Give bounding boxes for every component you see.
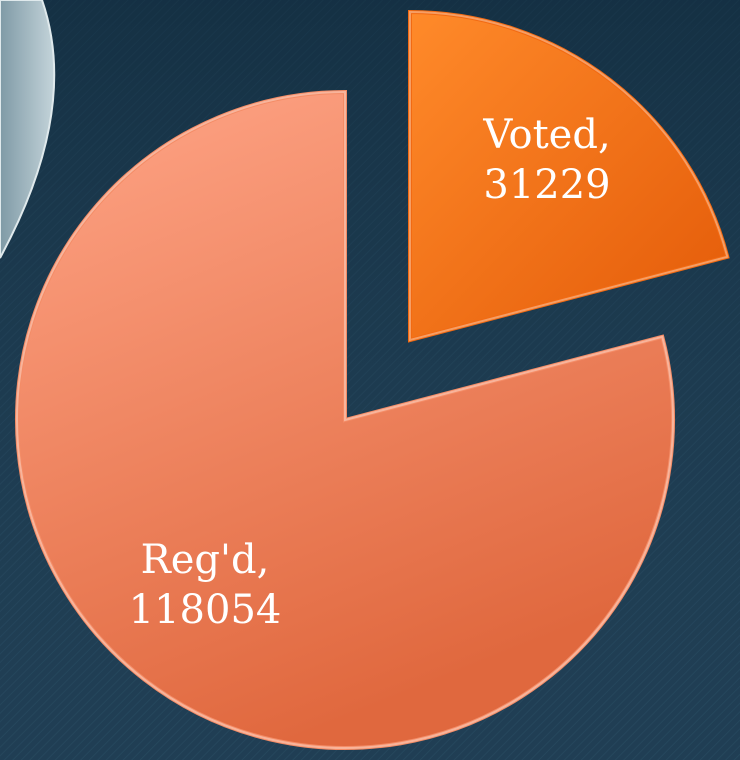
data-label-line: 31229 [483,162,610,208]
cropped-slice [0,0,56,259]
pie-slice [15,89,675,750]
slice-highlight [16,90,674,749]
pie-slice [408,9,730,343]
data-label-line: Voted, [482,112,610,158]
pie: Voted, 31229 Reg'd, 118054 [15,9,730,750]
data-label: Voted, 31229 [482,112,610,208]
data-label-line: Reg'd, [141,537,270,583]
data-label-line: 118054 [129,587,282,633]
data-label: Reg'd, 118054 [129,537,282,633]
slice-highlight [409,10,729,342]
